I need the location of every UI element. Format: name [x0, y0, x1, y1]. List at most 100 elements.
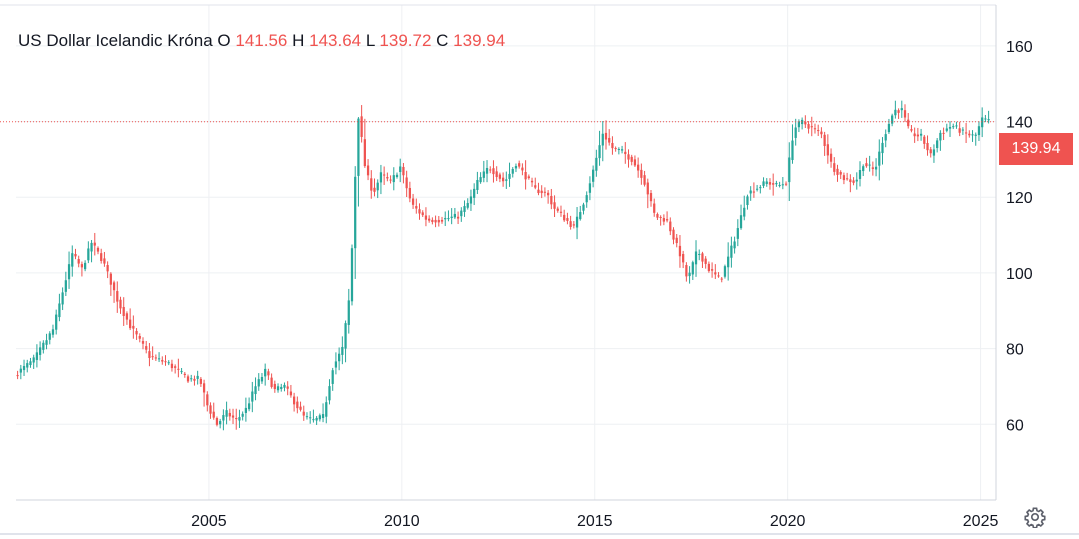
- candle-body: [662, 218, 665, 222]
- candle-body: [238, 417, 241, 421]
- candle-body: [501, 177, 505, 182]
- candle-body: [839, 172, 842, 175]
- candle-body: [244, 407, 248, 413]
- candle-body: [874, 166, 878, 170]
- candle-body: [862, 166, 865, 172]
- candle: [640, 163, 643, 185]
- candle-body: [736, 228, 739, 239]
- candle: [463, 200, 466, 217]
- candle: [903, 104, 907, 123]
- candle-body: [338, 353, 341, 362]
- candle-body: [299, 406, 302, 410]
- candle: [717, 272, 720, 278]
- candle-body: [762, 181, 765, 186]
- candle-body: [164, 361, 167, 363]
- candle-body: [331, 370, 334, 384]
- candle-body: [608, 137, 611, 143]
- candle-body: [588, 183, 592, 193]
- candle: [752, 182, 756, 198]
- candle: [392, 167, 395, 191]
- candle-body: [868, 164, 871, 166]
- candle-body: [16, 375, 19, 377]
- candle-body: [399, 166, 402, 172]
- candle: [286, 381, 289, 396]
- candle: [202, 379, 206, 407]
- candle: [800, 117, 804, 130]
- candle: [817, 124, 820, 137]
- candle: [945, 123, 948, 133]
- candle-body: [408, 187, 411, 199]
- candle: [251, 381, 254, 413]
- candle-body: [582, 204, 585, 211]
- candle: [749, 186, 752, 201]
- candle: [781, 176, 784, 190]
- candle-body: [161, 359, 164, 362]
- candle: [768, 178, 772, 190]
- candle-body: [842, 175, 846, 181]
- candle-body: [38, 347, 42, 355]
- candle-body: [318, 415, 321, 420]
- candle: [669, 217, 672, 236]
- candle-body: [495, 171, 498, 178]
- candle: [51, 324, 55, 338]
- candle: [919, 128, 923, 141]
- candle-body: [193, 378, 196, 381]
- candle: [826, 134, 829, 164]
- candle: [685, 262, 688, 282]
- candle: [428, 215, 431, 223]
- candle-body: [907, 119, 910, 127]
- candle-body: [19, 368, 22, 373]
- candle: [244, 397, 248, 422]
- candle-body: [633, 159, 637, 166]
- candle: [807, 121, 810, 134]
- candle-body: [572, 224, 575, 226]
- candle-body: [93, 242, 96, 246]
- candle: [604, 120, 608, 150]
- candle: [884, 129, 887, 148]
- candle-body: [611, 142, 614, 149]
- candle: [296, 396, 299, 414]
- candle-body: [373, 187, 376, 192]
- candle-body: [592, 169, 595, 182]
- candle: [161, 356, 164, 365]
- candle: [932, 144, 936, 163]
- candle: [228, 408, 231, 421]
- candle: [784, 181, 788, 187]
- candle-body: [145, 346, 148, 350]
- candle-body: [813, 128, 817, 130]
- candle: [260, 373, 264, 384]
- candle: [408, 181, 411, 203]
- candle: [103, 251, 106, 267]
- candle: [527, 174, 530, 180]
- candle-body: [309, 417, 312, 419]
- candle: [720, 277, 723, 283]
- candle: [267, 368, 270, 380]
- candle-body: [855, 179, 858, 182]
- candle-body: [383, 174, 386, 176]
- candle: [167, 360, 170, 366]
- candle: [309, 411, 312, 424]
- candle-body: [955, 125, 958, 127]
- candle: [190, 374, 193, 382]
- candle-body: [334, 361, 338, 368]
- candle-body: [456, 216, 460, 219]
- gear-icon[interactable]: [1024, 506, 1046, 528]
- candle-body: [48, 333, 51, 340]
- candle: [129, 308, 132, 331]
- candle: [842, 172, 846, 185]
- candle-body: [479, 177, 482, 183]
- candle: [974, 132, 977, 146]
- candle-body: [964, 132, 968, 134]
- candle-body: [231, 415, 235, 418]
- candle-body: [624, 151, 627, 155]
- candle: [373, 178, 376, 197]
- candle: [67, 251, 71, 289]
- candle: [55, 309, 58, 335]
- candle-body: [119, 299, 122, 309]
- candle: [550, 188, 553, 210]
- candle-body: [302, 411, 305, 416]
- candle: [546, 190, 550, 204]
- candle-body: [891, 115, 894, 124]
